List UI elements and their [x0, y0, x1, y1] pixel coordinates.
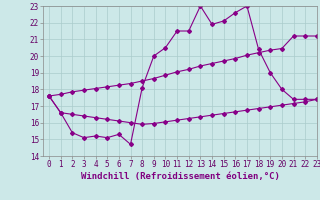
X-axis label: Windchill (Refroidissement éolien,°C): Windchill (Refroidissement éolien,°C): [81, 172, 279, 181]
